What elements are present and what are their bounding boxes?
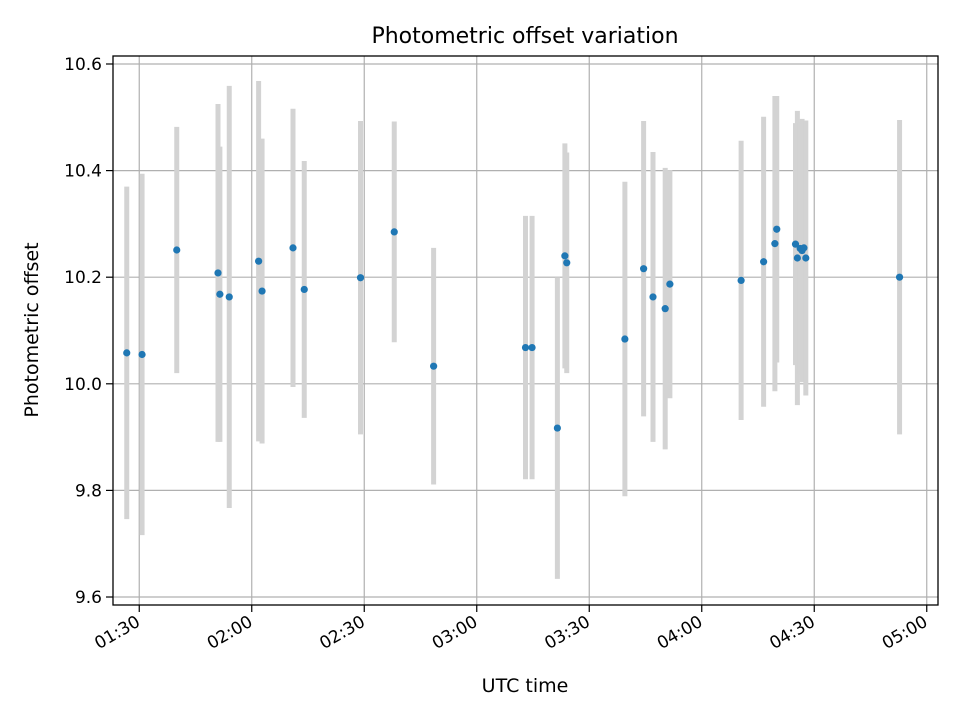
data-point <box>521 343 530 352</box>
data-point <box>649 293 657 301</box>
data-point <box>255 257 263 265</box>
data-point <box>123 349 131 357</box>
data-point <box>895 273 904 281</box>
data-point <box>773 225 781 233</box>
data-point <box>430 362 438 370</box>
data-points <box>123 225 904 432</box>
x-tick-label: 02:00 <box>204 612 256 654</box>
y-tick-label: 9.8 <box>75 481 102 501</box>
data-point <box>666 280 674 288</box>
data-point <box>289 244 297 252</box>
data-point <box>356 274 365 282</box>
data-point <box>553 424 561 432</box>
data-point <box>225 293 233 301</box>
plot-frame <box>112 55 939 606</box>
data-point <box>800 244 808 252</box>
data-point <box>528 343 536 352</box>
data-point <box>214 269 222 277</box>
x-tick-label: 04:30 <box>766 612 818 654</box>
x-tick-label: 04:00 <box>654 612 706 654</box>
data-point <box>621 335 629 343</box>
x-axis-label: UTC time <box>482 675 569 697</box>
data-point <box>802 254 810 262</box>
y-tick-label: 10.4 <box>64 162 102 182</box>
data-point <box>561 252 569 260</box>
data-point <box>563 259 571 267</box>
y-tick-label: 9.6 <box>75 588 102 608</box>
data-point <box>173 246 181 254</box>
x-tick-label: 01:30 <box>91 612 143 654</box>
data-point <box>300 285 308 294</box>
data-point <box>737 276 745 284</box>
data-point <box>791 240 800 248</box>
chart-title: Photometric offset variation <box>371 24 678 49</box>
x-tick-label: 02:30 <box>316 612 368 654</box>
data-point <box>138 350 146 359</box>
y-tick-label: 10.2 <box>64 268 102 288</box>
data-point <box>661 305 669 313</box>
x-axis: 01:30 02:00 02:30 03:00 03:30 04:00 04:30 05:00 <box>91 605 931 654</box>
y-tick-label: 10.0 <box>64 375 102 395</box>
data-point <box>390 228 398 236</box>
data-point <box>258 287 266 295</box>
y-tick-label: 10.6 <box>64 55 102 75</box>
data-point <box>793 254 801 262</box>
data-point <box>771 240 779 248</box>
error-bars <box>124 81 903 579</box>
x-tick-label: 03:30 <box>541 612 593 654</box>
y-axis: 9.6 9.8 10.0 10.2 10.4 10.6 <box>64 55 113 608</box>
y-axis-label: Photometric offset <box>21 242 43 417</box>
x-tick-label: 03:00 <box>429 612 481 654</box>
x-tick-label: 05:00 <box>879 612 931 654</box>
data-point <box>640 265 648 273</box>
data-point <box>216 290 224 298</box>
data-point <box>760 258 768 266</box>
